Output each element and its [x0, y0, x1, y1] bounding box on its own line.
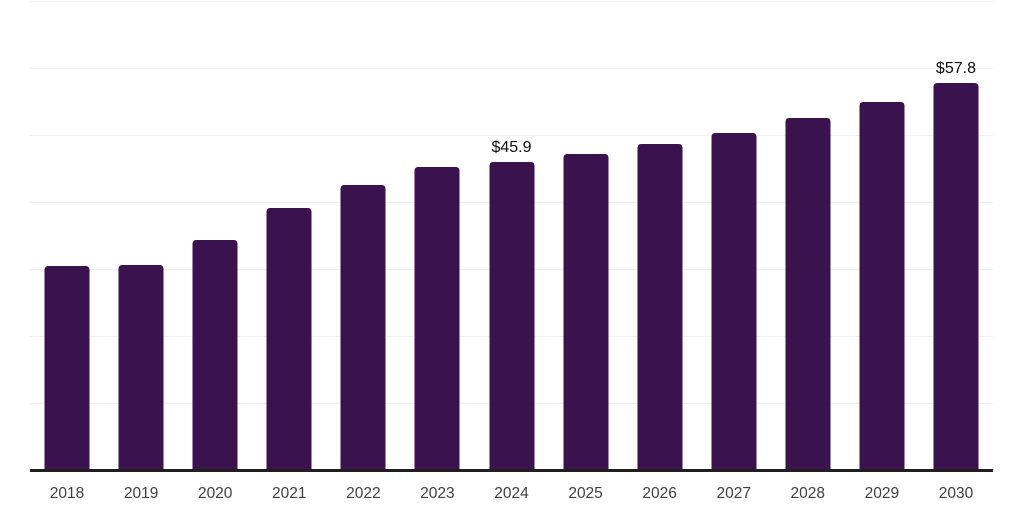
bar-2030: [933, 82, 979, 470]
x-tick-label-2025: 2025: [568, 485, 603, 502]
x-tick-label-2020: 2020: [197, 485, 233, 502]
x-tick-label-2023: 2023: [420, 485, 455, 502]
bar-2028: [785, 118, 831, 470]
x-tick-label-2024: 2024: [494, 485, 529, 502]
plot-area: $45.9 $57.8: [30, 1, 993, 470]
x-tick-label-2021: 2021: [272, 485, 307, 502]
x-tick-label-2026: 2026: [642, 485, 677, 502]
x-axis-tick-labels: 2018 2019 2020 2021 2022 2023 2024 2025 2026 2027…: [30, 486, 993, 506]
gridline-60: [30, 68, 993, 69]
bar-2026: [637, 144, 683, 470]
x-tick-label-2030: 2030: [938, 485, 974, 502]
bar-2018: [44, 266, 90, 470]
x-tick-label-2027: 2027: [716, 485, 751, 502]
x-tick-label-2029: 2029: [864, 485, 900, 502]
x-axis-line: [30, 469, 993, 472]
gridline-70: [30, 1, 993, 2]
value-label-2024: $45.9: [491, 139, 532, 157]
bar-2022: [340, 185, 386, 470]
x-tick-label-2019: 2019: [123, 485, 159, 502]
bar-2024: [489, 162, 534, 470]
bar-2023: [414, 166, 460, 470]
gridline-50: [30, 135, 993, 136]
value-label-2030: $57.8: [935, 59, 976, 77]
bar-2021: [266, 208, 312, 470]
bar-2025: [563, 154, 609, 470]
bar-2020: [192, 240, 238, 470]
bar-2027: [711, 133, 757, 470]
x-tick-label-2028: 2028: [790, 485, 826, 502]
x-tick-label-2022: 2022: [346, 485, 381, 502]
x-tick-label-2018: 2018: [49, 485, 85, 502]
bar-2029: [859, 101, 905, 470]
bar-2019: [118, 264, 164, 470]
